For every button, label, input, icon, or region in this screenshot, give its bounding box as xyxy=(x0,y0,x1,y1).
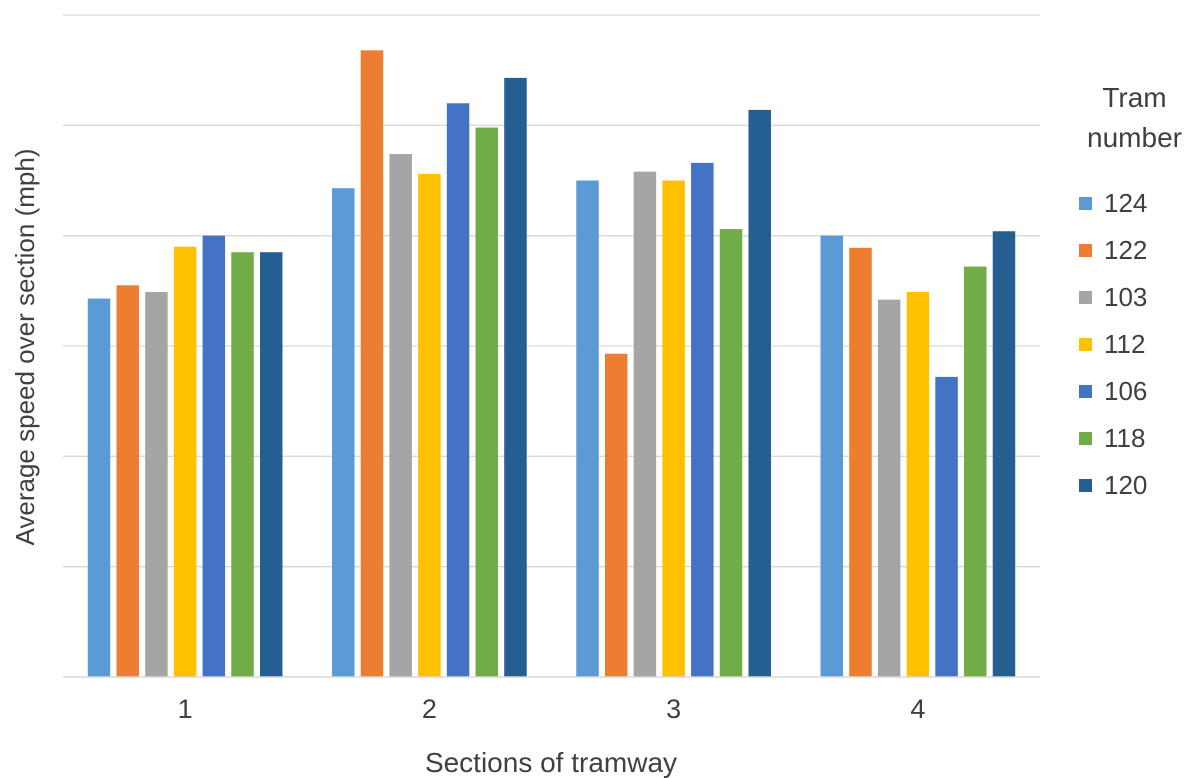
x-tick-label-1: 1 xyxy=(178,694,193,724)
bar-section-2-tram-124 xyxy=(332,188,355,677)
bar-section-1-tram-106 xyxy=(202,235,226,678)
bar-section-4-tram-118 xyxy=(964,266,987,677)
legend-label: 106 xyxy=(1104,376,1148,406)
x-tick-label-2: 2 xyxy=(422,694,437,724)
legend-title-line-1: Tram xyxy=(1102,82,1167,113)
legend-label: 103 xyxy=(1104,282,1148,312)
bar-section-2-tram-120 xyxy=(504,77,527,677)
legend-title-line-2: number xyxy=(1087,122,1182,153)
bar-section-2-tram-112 xyxy=(418,173,441,677)
bar-section-3-tram-124 xyxy=(576,180,599,677)
legend-swatch xyxy=(1079,291,1092,304)
legend-swatch xyxy=(1079,479,1092,492)
bar-section-4-tram-124 xyxy=(820,235,844,678)
bar-section-3-tram-118 xyxy=(719,229,743,678)
legend-item-103: 103 xyxy=(1070,274,1199,321)
x-tick-label-3: 3 xyxy=(666,694,681,724)
legend-swatch xyxy=(1079,385,1092,398)
legend-swatch xyxy=(1079,338,1092,351)
bar-section-4-tram-103 xyxy=(877,299,901,677)
y-axis-title: Average speed over section (mph) xyxy=(10,149,40,546)
gridlines xyxy=(63,14,1040,568)
legend-item-120: 120 xyxy=(1070,462,1199,509)
bar-section-1-tram-112 xyxy=(173,246,197,677)
bar-section-2-tram-103 xyxy=(389,154,412,677)
bar-section-3-tram-106 xyxy=(691,162,714,678)
legend-title: Tram number xyxy=(1070,78,1199,158)
bar-section-4-tram-106 xyxy=(935,376,958,677)
bar-section-3-tram-112 xyxy=(662,180,685,677)
legend: Tram number 124 122 103 112 106 118 120 xyxy=(1070,78,1199,509)
legend-label: 118 xyxy=(1104,423,1146,453)
bar-section-1-tram-103 xyxy=(145,291,168,677)
bar-section-1-tram-122 xyxy=(116,285,139,677)
bar-section-2-tram-122 xyxy=(360,50,384,678)
legend-item-124: 124 xyxy=(1070,180,1199,227)
legend-item-112: 112 xyxy=(1070,321,1199,368)
legend-swatch xyxy=(1079,197,1092,210)
legend-item-122: 122 xyxy=(1070,227,1199,274)
bars xyxy=(87,50,1016,678)
legend-item-106: 106 xyxy=(1070,368,1199,415)
bar-section-4-tram-120 xyxy=(992,231,1016,677)
legend-items: 124 122 103 112 106 118 120 xyxy=(1070,180,1199,509)
legend-swatch xyxy=(1079,432,1092,445)
x-tick-label-4: 4 xyxy=(910,694,925,724)
bar-section-1-tram-120 xyxy=(259,252,283,677)
legend-label: 120 xyxy=(1104,470,1148,500)
bar-section-1-tram-118 xyxy=(231,252,254,677)
bar-section-1-tram-124 xyxy=(87,298,111,677)
legend-label: 122 xyxy=(1104,235,1148,265)
legend-label: 112 xyxy=(1104,329,1146,359)
bar-section-4-tram-122 xyxy=(849,247,872,678)
x-axis-title: Sections of tramway xyxy=(425,747,677,778)
x-tick-labels: 1 2 3 4 xyxy=(178,694,926,724)
bar-section-3-tram-120 xyxy=(748,109,771,677)
bar-section-2-tram-106 xyxy=(446,103,470,677)
bar-section-2-tram-118 xyxy=(475,127,499,678)
bar-section-3-tram-122 xyxy=(604,353,628,677)
legend-swatch xyxy=(1079,244,1092,257)
legend-label: 124 xyxy=(1104,188,1148,218)
bar-section-4-tram-112 xyxy=(906,291,930,677)
bar-section-3-tram-103 xyxy=(633,171,657,678)
legend-item-118: 118 xyxy=(1070,415,1199,462)
